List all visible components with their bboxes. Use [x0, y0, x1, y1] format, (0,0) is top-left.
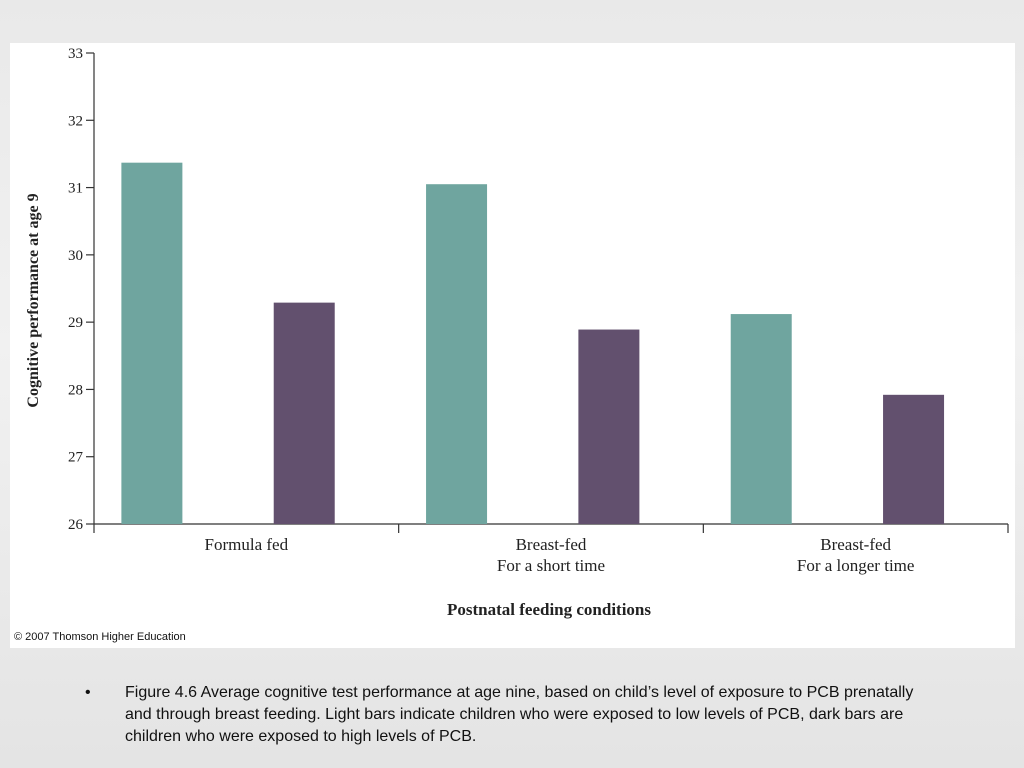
y-tick-label: 32	[68, 113, 83, 129]
bar-high-exposure	[578, 329, 640, 524]
copyright-notice: © 2007 Thomson Higher Education	[14, 631, 186, 643]
y-tick-label: 26	[68, 517, 84, 533]
bar-low-exposure	[730, 314, 792, 524]
bar-low-exposure	[121, 162, 183, 524]
y-tick-label: 28	[68, 382, 83, 398]
bar-chart: 26 27 28 29 30 31 32 33 Formula fed Breast-fed For…	[25, 46, 1009, 619]
y-axis-title: Cognitive performance at age 9	[25, 193, 42, 407]
bar-low-exposure	[426, 184, 488, 524]
x-category-label: Breast-fed	[820, 535, 891, 554]
y-tick-label: 30	[68, 248, 83, 264]
y-tick-label: 27	[68, 450, 84, 466]
caption-text: Figure 4.6 Average cognitive test perfor…	[125, 684, 914, 745]
figure-panel: 26 27 28 29 30 31 32 33 Formula fed Breast-fed For…	[10, 43, 1015, 648]
x-category-label: For a longer time	[797, 556, 915, 575]
y-tick-label: 33	[68, 46, 83, 62]
x-category-label: For a short time	[497, 556, 605, 575]
bar-high-exposure	[883, 394, 945, 524]
bullet-marker: •	[85, 684, 91, 701]
x-axis-title: Postnatal feeding conditions	[447, 600, 651, 619]
x-category-label: Breast-fed	[516, 535, 587, 554]
bar-high-exposure	[273, 302, 335, 524]
y-tick-label: 31	[68, 181, 83, 197]
y-tick-label: 29	[68, 315, 83, 331]
x-category-label: Formula fed	[205, 535, 289, 554]
